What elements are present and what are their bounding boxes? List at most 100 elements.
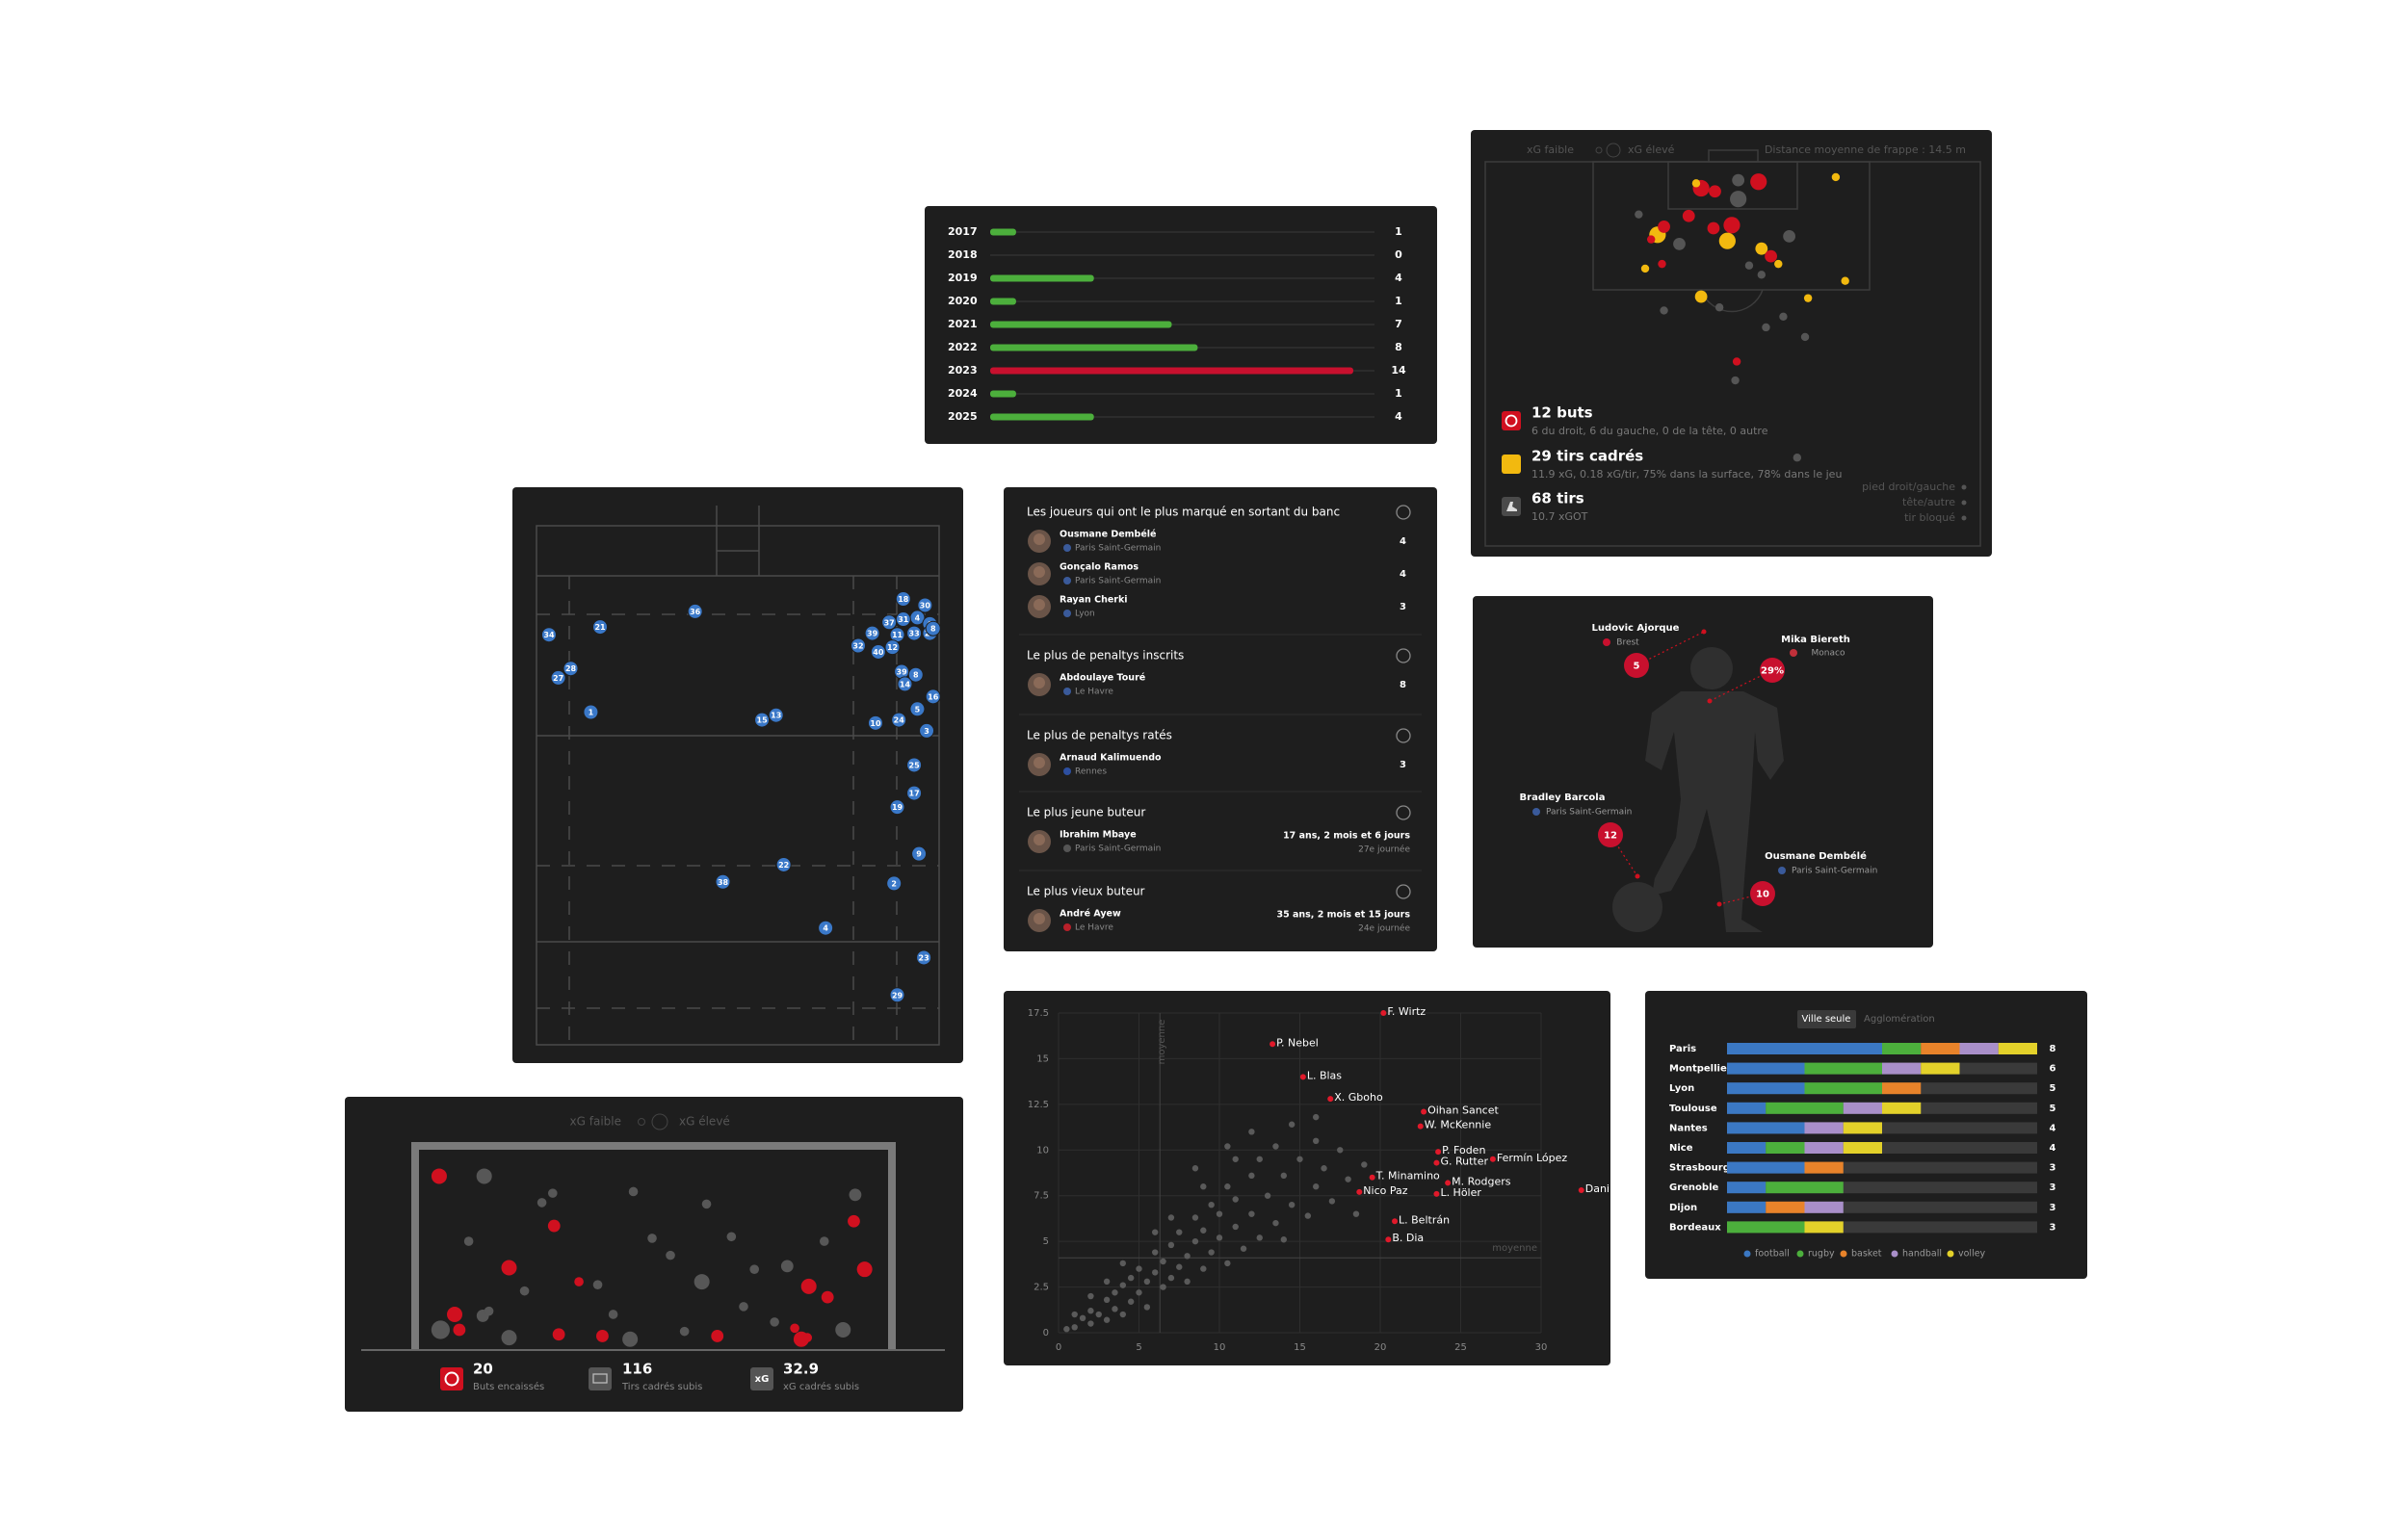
point — [1184, 1278, 1191, 1286]
point — [1136, 1289, 1142, 1296]
player-number: 8 — [930, 625, 936, 634]
player-number: 8 — [913, 671, 919, 680]
goal-shot — [547, 1188, 558, 1198]
stat-title: 68 tirs — [1531, 490, 1584, 507]
bar-segment — [1727, 1142, 1767, 1154]
player-dot — [906, 757, 923, 773]
goal-shot — [790, 1323, 799, 1334]
point — [1160, 1284, 1166, 1290]
point — [1272, 1219, 1279, 1227]
bar — [990, 321, 1172, 328]
pointer-line — [1636, 631, 1705, 666]
category-label: Nantes — [1669, 1123, 1708, 1133]
point — [1256, 1234, 1263, 1241]
player-number: 14 — [900, 680, 911, 689]
bar-segment — [1843, 1142, 1882, 1154]
goal-shot — [628, 1186, 639, 1197]
pointer-line — [1709, 669, 1773, 702]
player-dot — [889, 799, 905, 816]
shot — [1730, 191, 1747, 208]
tab[interactable]: Ville seule — [1802, 1014, 1851, 1025]
goal-shot — [835, 1321, 851, 1338]
player-name: Arnaud Kalimuendo — [1060, 753, 1162, 764]
highlight-point — [1356, 1188, 1363, 1195]
player-number: 38 — [718, 878, 729, 887]
record-note: 24e journée — [1358, 923, 1410, 934]
player-number: 2 — [891, 879, 897, 888]
highlight-point — [1380, 1010, 1387, 1016]
legend-label: basket — [1851, 1249, 1882, 1260]
point — [1232, 1196, 1239, 1203]
bar-segment — [1727, 1082, 1805, 1095]
point-label: P. Foden — [1442, 1144, 1485, 1156]
legend-low: xG faible — [570, 1115, 621, 1129]
x-tick-label: 5 — [1136, 1342, 1141, 1353]
goal-shot — [592, 1280, 603, 1289]
legend-label: handball — [1902, 1249, 1942, 1260]
player-dot — [867, 715, 883, 731]
y-tick-label: 15 — [1036, 1053, 1049, 1064]
point — [1296, 1156, 1303, 1162]
section-title: Les joueurs qui ont le plus marqué en so… — [1027, 506, 1340, 519]
y-tick-label: 17.5 — [1028, 1008, 1049, 1019]
shot — [1765, 249, 1777, 263]
stat-icon — [440, 1367, 463, 1390]
year-label: 2025 — [948, 410, 978, 423]
bar-segment — [1882, 1102, 1922, 1114]
point — [1208, 1202, 1215, 1208]
point — [1248, 1210, 1255, 1217]
player-number: 5 — [915, 705, 921, 714]
shot — [1831, 172, 1841, 182]
tab[interactable]: Agglomération — [1864, 1013, 1935, 1025]
highlight-point — [1433, 1159, 1440, 1166]
player-value: 12 — [1604, 831, 1617, 842]
player-name: Abdoulaye Touré — [1060, 673, 1145, 684]
shot — [1783, 230, 1795, 243]
player-dot — [715, 873, 731, 890]
category-label: Strasbourg — [1669, 1163, 1730, 1174]
category-label: Bordeaux — [1669, 1222, 1721, 1233]
year-label: 2023 — [948, 364, 978, 377]
club-badge — [1603, 638, 1610, 646]
player-number: 13 — [771, 712, 781, 720]
player-dot — [911, 845, 928, 862]
player-number: 31 — [898, 615, 909, 624]
bar-segment — [1727, 1122, 1805, 1134]
point — [1071, 1311, 1078, 1318]
point — [1224, 1183, 1231, 1190]
club-badge — [1063, 544, 1071, 552]
point — [1256, 1156, 1263, 1162]
point — [1200, 1227, 1207, 1234]
player-dot — [925, 620, 941, 637]
highlight-point — [1417, 1123, 1424, 1130]
highlight-point — [1327, 1096, 1334, 1103]
player-number: 32 — [852, 642, 863, 651]
avatar-face — [1034, 677, 1045, 689]
total-label: 4 — [2050, 1123, 2056, 1133]
point — [1304, 1212, 1312, 1219]
bar-segment — [1959, 1043, 1999, 1054]
stat-label: Tirs cadrés subis — [621, 1381, 702, 1392]
record-value: 3 — [1400, 602, 1406, 612]
bar-segment — [1727, 1062, 1805, 1075]
total-label: 3 — [2050, 1203, 2056, 1213]
shot — [1691, 179, 1701, 188]
legend-circle — [651, 1113, 668, 1130]
shot — [1732, 173, 1745, 187]
bar-segment — [1804, 1082, 1882, 1095]
point-label: G. Rutter — [1440, 1156, 1488, 1168]
player-name: Ousmane Dembélé — [1060, 530, 1157, 540]
value-label: 1 — [1395, 387, 1402, 400]
bar-segment — [1804, 1201, 1844, 1213]
bar-segment — [1727, 1201, 1767, 1213]
club-name: Paris Saint-Germain — [1075, 544, 1161, 554]
point — [1095, 1311, 1102, 1318]
goal-map-panel — [345, 1097, 963, 1412]
shot — [1723, 217, 1741, 234]
bar-segment — [1727, 1043, 1882, 1054]
x-tick-label: 20 — [1374, 1342, 1387, 1353]
point — [1232, 1156, 1239, 1162]
legend-label: volley — [1958, 1249, 1986, 1260]
record-value: 4 — [1400, 569, 1406, 580]
point — [1248, 1172, 1255, 1180]
